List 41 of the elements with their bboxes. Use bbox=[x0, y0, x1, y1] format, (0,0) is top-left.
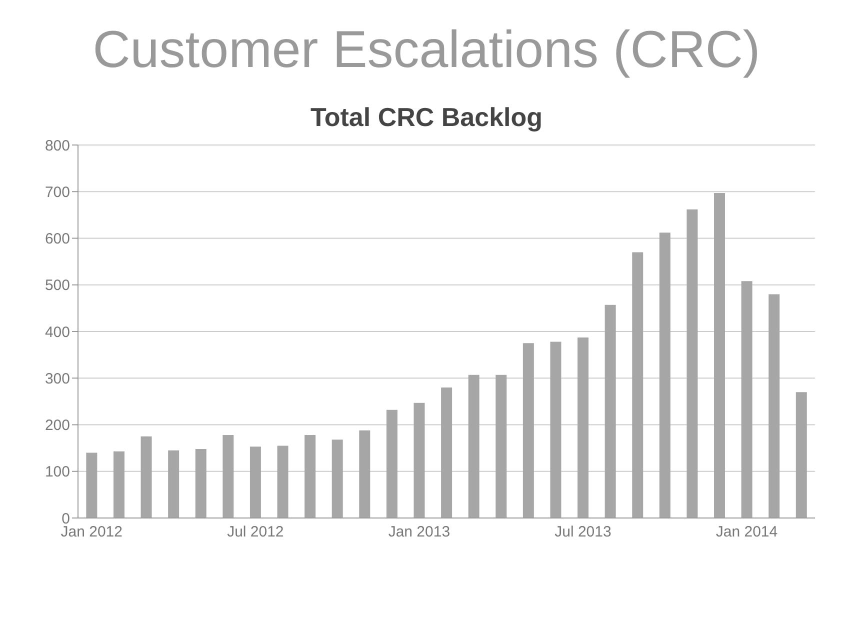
bar bbox=[522, 343, 534, 518]
bar bbox=[250, 446, 261, 518]
bar bbox=[195, 448, 206, 518]
bar bbox=[168, 450, 180, 518]
bar bbox=[86, 452, 98, 518]
x-tick-label: Jul 2012 bbox=[227, 524, 284, 541]
x-tick-label: Jul 2013 bbox=[554, 524, 612, 541]
y-tick-label: 800 bbox=[44, 137, 70, 154]
bar bbox=[768, 294, 780, 518]
x-tick-label: Jan 2014 bbox=[716, 524, 778, 541]
y-tick-label: 100 bbox=[44, 464, 70, 481]
bar bbox=[113, 451, 124, 518]
bar bbox=[604, 304, 616, 518]
bar bbox=[578, 338, 589, 518]
y-tick-label: 400 bbox=[44, 324, 70, 341]
bar bbox=[714, 193, 726, 518]
bar bbox=[741, 281, 752, 518]
x-tick-label: Jan 2013 bbox=[388, 524, 450, 541]
bar bbox=[796, 392, 807, 518]
bar bbox=[140, 436, 152, 518]
chart-subtitle: Total CRC Backlog bbox=[309, 102, 544, 133]
bar bbox=[659, 232, 670, 518]
bar bbox=[441, 387, 452, 518]
y-tick-label: 500 bbox=[44, 277, 70, 294]
y-tick-label: 700 bbox=[44, 184, 70, 201]
bar bbox=[277, 446, 288, 518]
bar bbox=[496, 374, 507, 518]
bar bbox=[686, 209, 698, 518]
y-tick-label: 300 bbox=[44, 370, 70, 388]
bar bbox=[222, 435, 234, 518]
chart-title: Customer Escalations (CRC) bbox=[92, 20, 762, 80]
bar bbox=[304, 435, 316, 518]
bar bbox=[386, 410, 398, 518]
bar bbox=[632, 252, 644, 518]
bar bbox=[332, 440, 343, 518]
bar bbox=[550, 342, 562, 518]
y-tick-label: 600 bbox=[44, 230, 70, 248]
bar bbox=[359, 430, 370, 518]
bar bbox=[414, 402, 425, 518]
y-tick-label: 200 bbox=[44, 417, 70, 434]
bar bbox=[468, 374, 480, 518]
